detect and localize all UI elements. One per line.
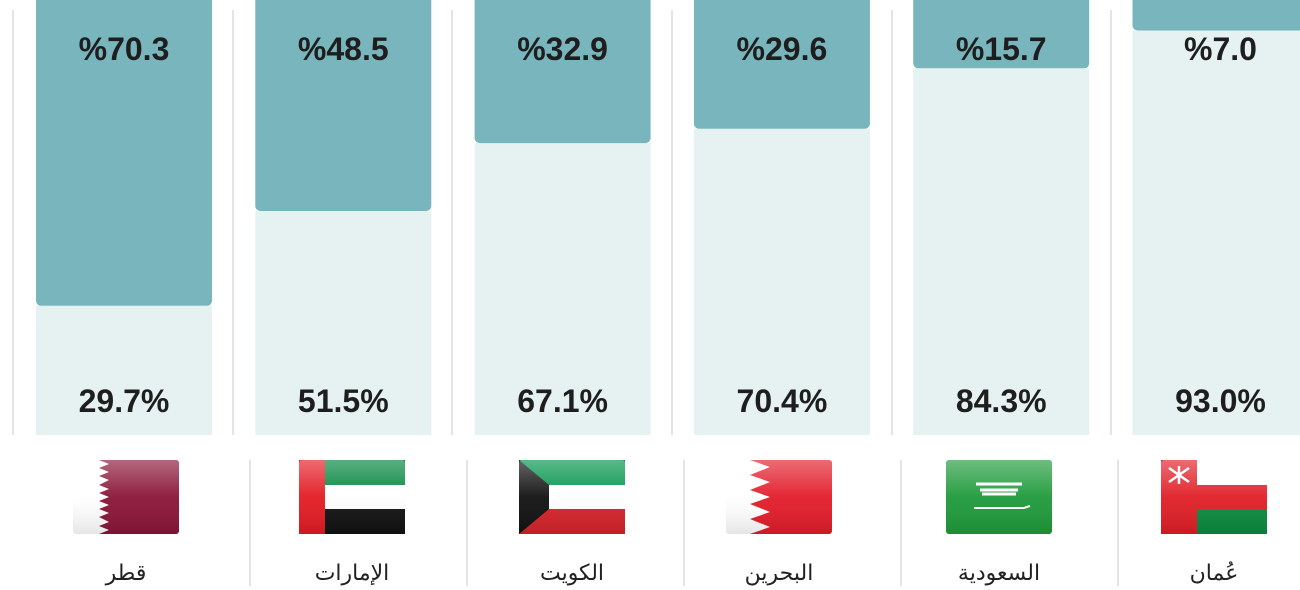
value-label: %15.7	[956, 31, 1047, 67]
value-label: %29.6	[737, 31, 828, 67]
flag-bahrain	[726, 460, 832, 534]
flag-saudi	[946, 460, 1052, 534]
flag-qatar	[73, 460, 179, 534]
flag-kuwait	[519, 460, 625, 534]
flag-oman	[1161, 460, 1267, 534]
category-label: الإمارات	[315, 561, 390, 586]
bar-segment	[36, 305, 212, 435]
value-label: 70.4%	[737, 383, 828, 419]
value-label: %70.3	[79, 31, 170, 67]
bar-segment	[913, 0, 1090, 69]
bar-segment	[255, 0, 432, 211]
category-label: البحرين	[745, 561, 814, 586]
value-label: 67.1%	[517, 383, 608, 419]
bar-segment	[693, 0, 870, 129]
value-label: 84.3%	[956, 383, 1047, 419]
value-label: 29.7%	[79, 383, 170, 419]
category-label: قطر	[105, 561, 147, 586]
category-label: الكويت	[540, 561, 604, 586]
bar-segment	[1132, 30, 1300, 435]
bar-segment	[474, 143, 651, 436]
value-label: 93.0%	[1175, 383, 1266, 419]
bar-segment	[474, 0, 651, 144]
dividers	[12, 10, 1119, 586]
value-label: %7.0	[1184, 31, 1257, 67]
value-label: 51.5%	[298, 383, 389, 419]
flags	[73, 460, 1267, 534]
category-label: عُمان	[1190, 561, 1239, 586]
bar-segment	[693, 128, 870, 435]
value-label: %32.9	[517, 31, 608, 67]
bar-segment	[1132, 0, 1300, 31]
bar-segment	[913, 68, 1090, 436]
bar-segment	[36, 0, 212, 306]
category-label: السعودية	[958, 561, 1040, 586]
flag-uae	[299, 460, 405, 534]
bar-segment	[255, 210, 432, 435]
value-label: %48.5	[298, 31, 389, 67]
